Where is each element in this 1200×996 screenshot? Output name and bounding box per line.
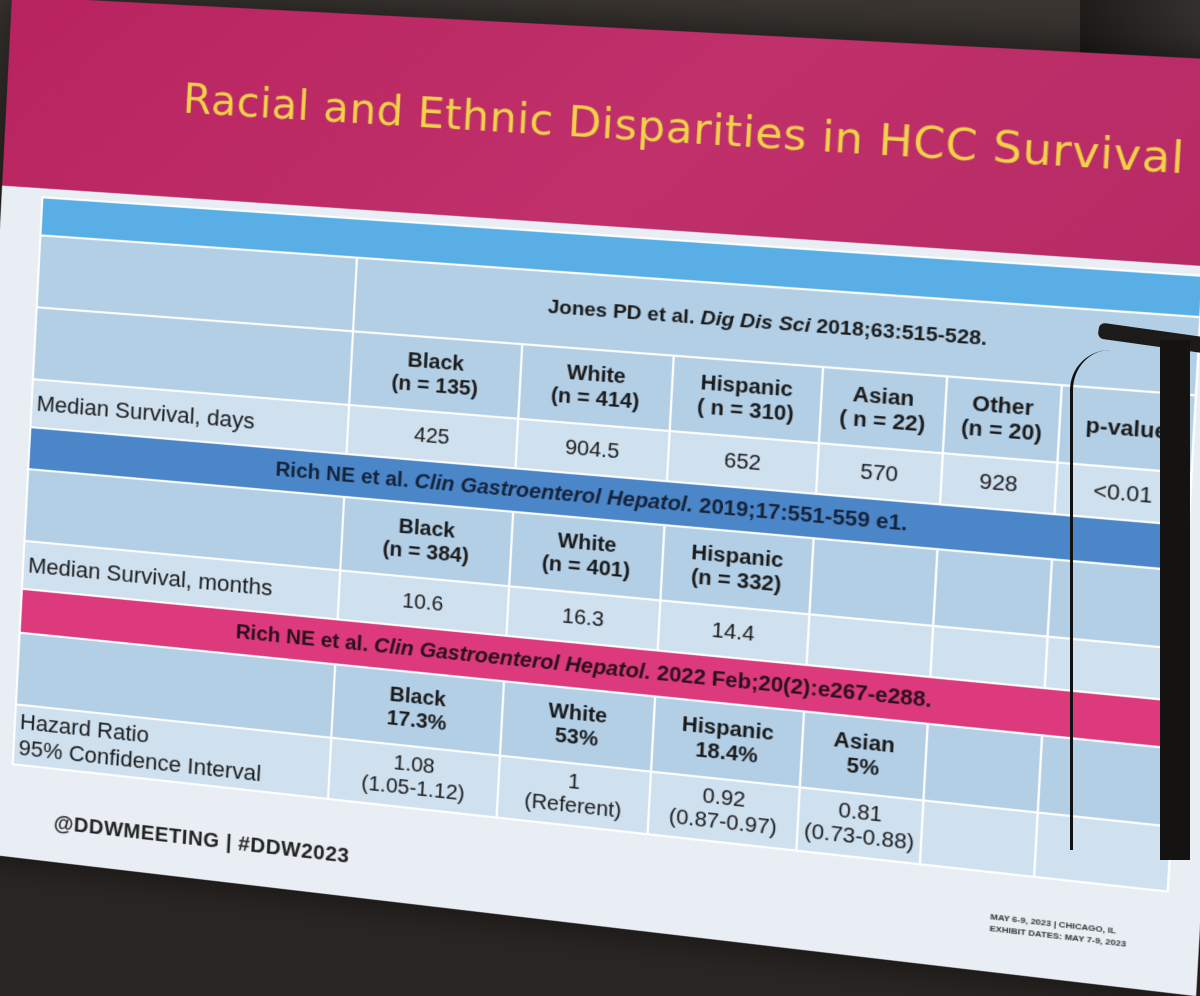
slide-title: Racial and Ethnic Disparities in HCC Sur… <box>181 76 1187 185</box>
microphone-stand <box>1160 340 1190 860</box>
study1-col-asian: Asian( n = 22) <box>818 367 948 454</box>
study1-col-black: Black (n = 135) <box>349 331 523 419</box>
disparities-table: Jones PD et al. Dig Dis Sci 2018;63:515-… <box>12 196 1200 893</box>
slide-body: Jones PD et al. Dig Dis Sci 2018;63:515-… <box>0 185 1200 996</box>
study2-col-hispanic: Hispanic (n = 332) <box>660 525 814 615</box>
microphone-cable <box>1070 350 1133 850</box>
study3-value-asian: 0.81 (0.73-0.88) <box>796 787 924 865</box>
study1-col-white: White (n = 414) <box>518 344 674 432</box>
study2-col-white: White (n = 401) <box>509 511 665 601</box>
study1-col-hispanic: Hispanic( n = 310) <box>669 355 824 444</box>
study3-col-asian: Asian 5% <box>799 711 928 801</box>
study1-col-other: Other (n = 20) <box>942 376 1062 463</box>
